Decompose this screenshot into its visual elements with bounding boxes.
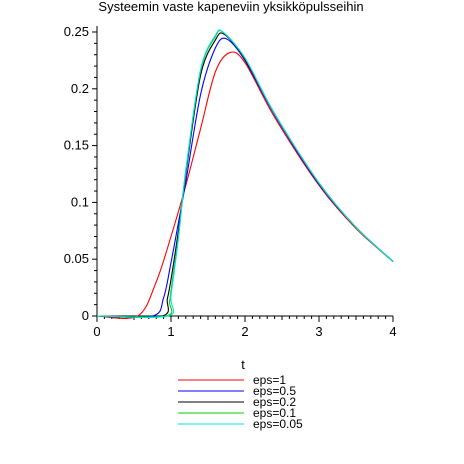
y-tick-label: 0.05 xyxy=(64,251,89,266)
axes: 0 0.05 0.1 0.15 0.2 0.25 0 1 2 3 4 xyxy=(64,24,397,339)
legend-label: eps=0.05 xyxy=(253,417,303,431)
series-line-eps-1 xyxy=(96,51,394,319)
legend-label: eps=1 xyxy=(253,373,286,387)
series-line-eps-0-2 xyxy=(96,32,394,318)
x-tick-label: 2 xyxy=(241,324,248,339)
series-line-eps-0-5 xyxy=(96,37,394,318)
x-axis-label: t xyxy=(241,357,245,372)
legend-label: eps=0.1 xyxy=(253,406,296,420)
legend-label: eps=0.2 xyxy=(253,395,296,409)
y-tick-label: 0.1 xyxy=(71,194,89,209)
chart-title: Systeemin vaste kapeneviin yksikköpulsse… xyxy=(98,0,363,14)
series-line-eps-0-05 xyxy=(96,29,394,319)
y-tick-label: 0.2 xyxy=(71,81,89,96)
y-tick-label: 0.15 xyxy=(64,138,89,153)
x-tick-label: 0 xyxy=(93,324,100,339)
x-tick-label: 3 xyxy=(315,324,322,339)
x-tick-label: 1 xyxy=(167,324,174,339)
y-tick-label: 0 xyxy=(82,308,89,323)
x-tick-label: 4 xyxy=(389,324,396,339)
y-tick-label: 0.25 xyxy=(64,24,89,39)
series-layer xyxy=(96,29,394,319)
legend-label: eps=0.5 xyxy=(253,384,296,398)
series-line-eps-0-1 xyxy=(96,29,394,318)
